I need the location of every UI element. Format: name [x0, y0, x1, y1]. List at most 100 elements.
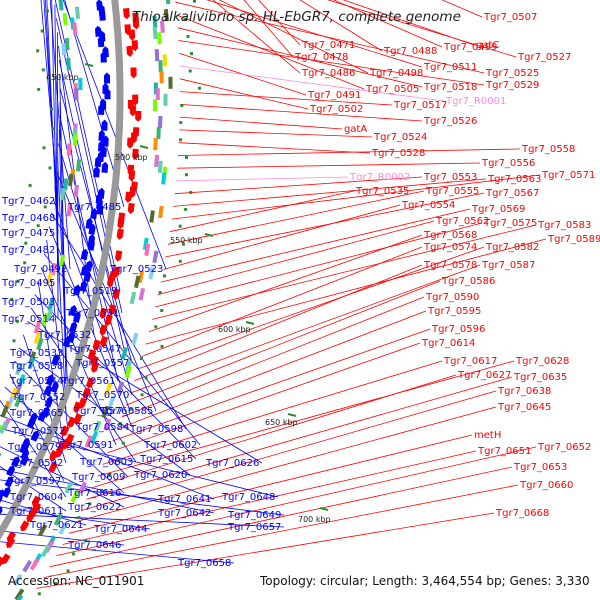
gene-label: Tgr7_0505 [365, 84, 419, 95]
cog-category-block [78, 481, 87, 494]
label-connector [50, 212, 187, 430]
reverse-gene-feature [104, 88, 111, 100]
label-connector [178, 40, 485, 86]
cog-category-block [29, 558, 40, 571]
cog-category-block [152, 250, 159, 264]
label-connector [148, 234, 423, 333]
gene-label: Tgr7_0568 [423, 230, 477, 241]
gc-skew-mark [188, 69, 192, 73]
cog-category-block [133, 275, 141, 289]
forward-gene-feature [26, 511, 36, 523]
forward-gene-feature [128, 29, 136, 41]
reverse-gene-feature [93, 166, 100, 178]
cog-category-block [17, 374, 26, 387]
label-connector [130, 264, 481, 394]
cog-category-block [93, 420, 102, 434]
reverse-gene-feature [90, 207, 98, 220]
cog-category-block [45, 308, 54, 322]
cog-category-block [168, 76, 173, 89]
topology-text: Topology: circular; Length: 3,464,554 bp… [260, 574, 590, 588]
gene-label: gatC [476, 40, 499, 51]
gene-label: Tgr7_0557 [75, 358, 129, 369]
reverse-gene-feature [99, 9, 106, 21]
gene-label: Tgr7_0649 [227, 510, 281, 521]
gene-label: Tgr7_0544 [9, 376, 63, 387]
cog-category-block [159, 71, 164, 84]
label-connector [97, 360, 515, 477]
label-connector [179, 78, 309, 110]
cog-category-block [144, 243, 151, 256]
gene-label: Tgr7_0523 [109, 264, 163, 275]
forward-gene-feature [104, 314, 113, 326]
gene-label: Tgr7_0596 [431, 324, 485, 335]
gc-skew-mark [10, 298, 14, 301]
reverse-gene-feature [101, 119, 108, 131]
cog-category-block [63, 178, 69, 191]
reverse-gene-feature [100, 51, 107, 63]
cog-category-block [107, 395, 116, 409]
cog-category-block [163, 9, 169, 22]
reverse-gene-feature [26, 417, 36, 429]
gene-label: Tgr7_0575 [483, 218, 537, 229]
gc-skew-mark [190, 52, 193, 56]
label-connector [0, 479, 285, 516]
gene-label: Tgr7_0638 [497, 386, 551, 397]
gene-label: Tgr7_0556 [481, 158, 535, 169]
gc-skew-mark [15, 319, 19, 323]
forward-gene-feature [130, 67, 137, 79]
gene-label: Tgr7_0527 [517, 52, 571, 63]
reverse-gene-feature [51, 354, 60, 366]
gene-label: Tgr7_0579 [7, 442, 61, 453]
forward-gene-feature [132, 148, 139, 160]
reverse-gene-feature [96, 203, 104, 215]
cog-category-block [156, 127, 161, 140]
label-connector [176, 14, 365, 90]
gene-label: Tgr7_0582 [485, 242, 539, 253]
cog-category-block [129, 291, 137, 305]
reverse-gene-feature [87, 239, 95, 251]
cog-category-block [149, 210, 155, 223]
forward-gene-feature [0, 556, 5, 568]
label-connector [167, 190, 425, 245]
forward-gene-feature [62, 438, 72, 450]
cog-category-block [60, 188, 66, 201]
forward-gene-feature [114, 250, 123, 262]
gc-skew-mark [51, 127, 55, 131]
cog-category-block [138, 287, 146, 301]
gene-label: Tgr7_0528 [371, 148, 425, 159]
cog-category-block [155, 88, 160, 101]
gene-label: Tgr7_0485 [67, 202, 121, 213]
gene-label: Tgr7_0644 [93, 524, 147, 535]
gene-label: Tgr7_0553 [423, 172, 477, 183]
forward-gene-feature [20, 520, 30, 532]
cog-category-block [33, 320, 42, 334]
cog-category-block [72, 22, 78, 35]
forward-gene-feature [100, 335, 109, 348]
label-connector [342, 0, 475, 46]
reverse-gene-feature [101, 161, 109, 173]
label-connector [163, 204, 401, 270]
cog-category-block [73, 184, 79, 197]
gene-label: Tgr7_0591 [59, 440, 113, 451]
gene-label: Tgr7_0620 [133, 470, 187, 481]
cog-category-block [14, 394, 23, 408]
cog-category-block [152, 15, 158, 28]
gc-skew-mark [179, 138, 182, 142]
cog-category-block [41, 312, 49, 326]
label-connector [178, 142, 371, 154]
label-connector [58, 59, 125, 350]
reverse-gene-feature [4, 476, 14, 488]
gc-skew-mark [193, 0, 196, 3]
gene-label: Tgr7_0592 [9, 458, 63, 469]
gc-skew-mark [54, 582, 57, 586]
cog-category-block [159, 20, 165, 33]
gc-skew-mark [40, 29, 44, 33]
gene-label: Tgr7_0645 [497, 402, 551, 413]
accession-text: Accession: NC_011901 [8, 574, 145, 588]
forward-gene-feature [48, 461, 58, 473]
label-connector [59, 87, 133, 364]
gene-label: Tgr7_0486 [301, 68, 355, 79]
cog-category-block [163, 93, 168, 106]
cog-category-block [75, 159, 82, 172]
label-connector [107, 342, 421, 454]
